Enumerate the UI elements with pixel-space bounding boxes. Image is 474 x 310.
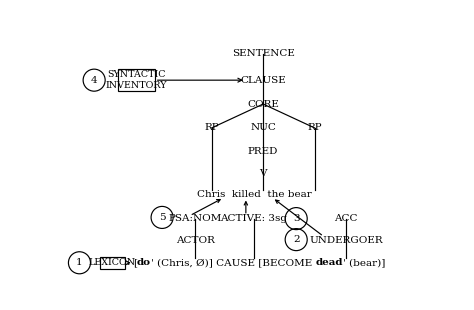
Text: SYNTACTIC
INVENTORY: SYNTACTIC INVENTORY xyxy=(106,70,167,90)
Text: ACTIVE: 3sg: ACTIVE: 3sg xyxy=(220,214,287,223)
Text: LEXICON: LEXICON xyxy=(89,258,136,267)
Text: 3: 3 xyxy=(293,214,300,223)
Text: NUC: NUC xyxy=(250,123,276,132)
Text: PSA:NOM: PSA:NOM xyxy=(168,214,222,223)
FancyBboxPatch shape xyxy=(100,257,125,269)
Text: [: [ xyxy=(133,258,137,267)
Text: 1: 1 xyxy=(76,258,83,267)
Text: do: do xyxy=(137,258,151,267)
Text: UNDERGOER: UNDERGOER xyxy=(309,236,383,245)
Text: Chris  killed  the bear: Chris killed the bear xyxy=(197,190,311,199)
Text: CORE: CORE xyxy=(247,100,279,108)
Text: ' (bear)]: ' (bear)] xyxy=(343,258,385,267)
Text: RP: RP xyxy=(204,123,219,132)
Text: 4: 4 xyxy=(91,76,98,85)
Text: 2: 2 xyxy=(293,235,300,244)
Text: SENTENCE: SENTENCE xyxy=(232,49,294,58)
Text: ACTOR: ACTOR xyxy=(176,236,215,245)
Text: ACC: ACC xyxy=(334,214,357,223)
Text: V: V xyxy=(259,169,267,178)
Text: ' (Chris, Ø)] CAUSE [BECOME: ' (Chris, Ø)] CAUSE [BECOME xyxy=(151,258,315,267)
FancyBboxPatch shape xyxy=(118,69,155,91)
Text: RP: RP xyxy=(307,123,322,132)
Text: 5: 5 xyxy=(159,213,165,222)
Text: CLAUSE: CLAUSE xyxy=(240,76,286,85)
Text: dead: dead xyxy=(315,258,343,267)
Text: PRED: PRED xyxy=(248,147,278,156)
